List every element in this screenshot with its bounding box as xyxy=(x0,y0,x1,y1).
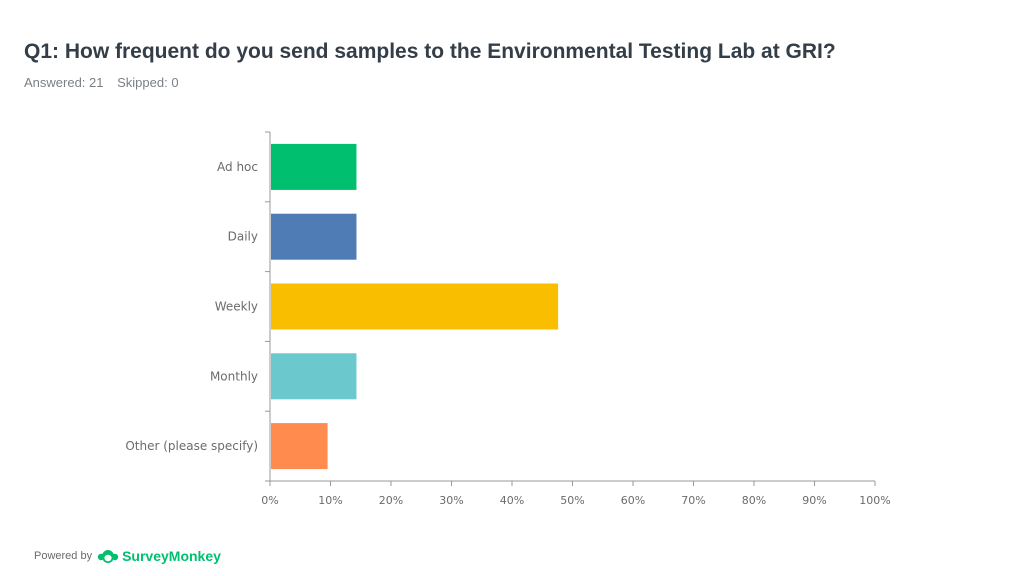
x-tick-label: 10% xyxy=(318,494,342,507)
x-tick-label: 20% xyxy=(379,494,403,507)
answered-count: Answered: 21 xyxy=(24,75,104,90)
bar-monthly xyxy=(271,353,357,400)
category-label: Ad hoc xyxy=(217,160,258,174)
category-label: Daily xyxy=(228,230,258,244)
surveymonkey-logo-icon xyxy=(97,550,119,563)
bar-daily xyxy=(271,213,357,260)
x-tick-label: 0% xyxy=(261,494,278,507)
x-tick-label: 40% xyxy=(500,494,524,507)
skipped-count: Skipped: 0 xyxy=(117,75,179,90)
category-label: Monthly xyxy=(210,369,258,383)
brand-name: SurveyMonkey xyxy=(122,548,221,564)
x-tick-label: 60% xyxy=(621,494,645,507)
x-tick-label: 70% xyxy=(681,494,705,507)
response-summary: Answered: 21 Skipped: 0 xyxy=(24,75,179,90)
x-tick-label: 30% xyxy=(439,494,463,507)
x-tick-label: 100% xyxy=(859,494,890,507)
bar-other-please-specify xyxy=(271,423,328,470)
category-label: Weekly xyxy=(215,300,258,314)
powered-by-text: Powered by xyxy=(34,550,93,562)
x-tick-label: 50% xyxy=(560,494,584,507)
category-label: Other (please specify) xyxy=(125,439,258,453)
bar-weekly xyxy=(271,283,559,330)
bar-ad-hoc xyxy=(271,143,357,190)
footer: Powered by SurveyMonkey xyxy=(34,548,221,564)
question-title: Q1: How frequent do you send samples to … xyxy=(24,40,836,63)
x-tick-label: 90% xyxy=(802,494,826,507)
x-tick-label: 80% xyxy=(742,494,766,507)
